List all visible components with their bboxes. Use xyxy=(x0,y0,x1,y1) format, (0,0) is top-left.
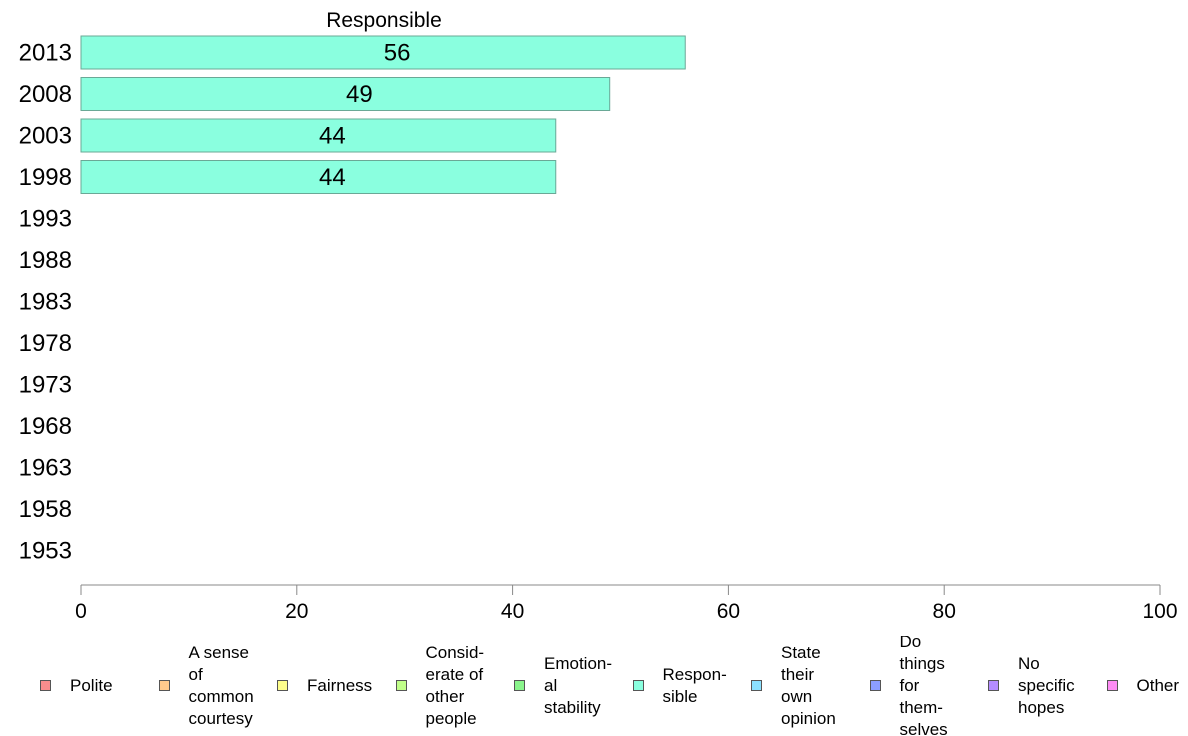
legend-swatch xyxy=(40,680,51,691)
legend-label: No specific hopes xyxy=(1018,654,1075,717)
legend-label: Respon- sible xyxy=(662,665,727,706)
chart-title: Responsible xyxy=(326,9,442,32)
y-tick-label: 2008 xyxy=(19,81,72,108)
bar xyxy=(80,118,557,153)
data-label: 44 xyxy=(319,123,346,150)
y-tick-label: 1973 xyxy=(19,372,72,399)
data-label: 56 xyxy=(384,40,411,67)
legend-swatch xyxy=(158,680,170,691)
y-tick-label: 1993 xyxy=(19,206,72,233)
bar xyxy=(80,35,686,70)
legend-swatch xyxy=(395,680,407,691)
legend-swatch xyxy=(1106,680,1118,691)
legend-swatch xyxy=(751,680,762,691)
legend-label: Fairness xyxy=(307,676,373,695)
legend-label: A sense of common courtesy xyxy=(188,643,254,728)
legend: Polite A sense of common courtesy Fairness… xyxy=(0,636,1188,736)
x-tick-label: 0 xyxy=(75,600,87,623)
legend-label: State their own opinion xyxy=(781,643,836,728)
legend-swatch xyxy=(514,680,525,691)
x-tick-label: 80 xyxy=(933,600,956,623)
y-tick-label: 1998 xyxy=(19,164,72,191)
legend-label: Consid- erate of other people xyxy=(425,643,485,728)
y-tick-label: 1988 xyxy=(19,247,72,274)
y-tick-label: 1958 xyxy=(19,496,72,523)
y-tick-label: 2003 xyxy=(19,123,72,150)
y-tick-label: 1968 xyxy=(19,413,72,440)
x-tick-label: 40 xyxy=(501,600,524,623)
y-tick-label: 2013 xyxy=(19,40,72,67)
x-tick-label: 20 xyxy=(285,600,308,623)
data-label: 49 xyxy=(346,81,373,108)
legend-swatch xyxy=(632,680,644,691)
legend-label: Other xyxy=(1136,676,1180,695)
x-tick-label: 60 xyxy=(717,600,740,623)
legend-label: Do things for them- selves xyxy=(899,636,948,736)
legend-swatch xyxy=(277,680,288,691)
y-tick-label: 1963 xyxy=(19,455,72,482)
legend-swatch xyxy=(869,680,881,691)
bar xyxy=(80,77,611,111)
y-tick-label: 1953 xyxy=(19,538,72,565)
x-tick-label: 100 xyxy=(1142,600,1177,623)
legend-label: Polite xyxy=(70,676,113,695)
data-label: 44 xyxy=(319,164,346,191)
y-tick-label: 1978 xyxy=(19,330,72,357)
legend-label: Emotion- al stability xyxy=(544,654,613,717)
bar xyxy=(80,160,557,194)
legend-swatch xyxy=(988,680,999,691)
y-tick-label: 1983 xyxy=(19,289,72,316)
